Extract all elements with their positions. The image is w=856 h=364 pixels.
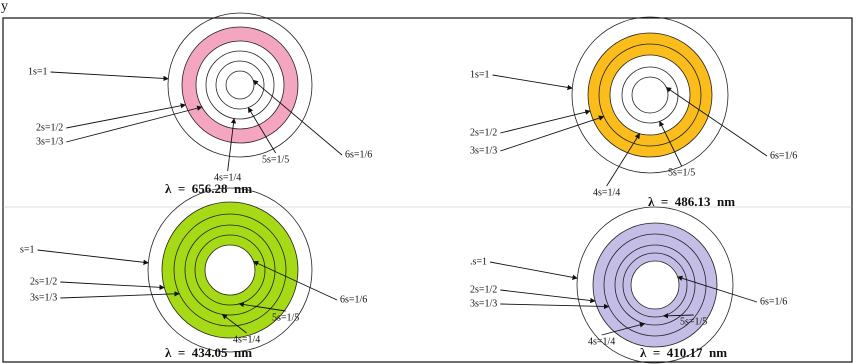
- level-label: 6s=1/6: [760, 296, 787, 307]
- orbit-circle: [196, 41, 284, 129]
- level-label: 5s=1/5: [272, 312, 299, 323]
- level-label: 2s=1/2: [36, 122, 63, 133]
- arrow: [500, 290, 595, 301]
- level-label: 5s=1/5: [262, 154, 289, 165]
- level-label: s=1: [20, 244, 35, 255]
- arrow: [490, 262, 577, 278]
- level-label: 5s=1/5: [680, 316, 707, 327]
- level-label: 1s=1: [470, 69, 490, 80]
- level-label: 5s=1/5: [668, 167, 695, 178]
- level-label: 3s=1/3: [30, 292, 57, 303]
- arrow: [500, 117, 603, 151]
- arrow: [66, 105, 185, 128]
- colored-band: [189, 34, 291, 136]
- level-label: 4s=1/4: [233, 334, 260, 345]
- level-label: 4s=1/4: [588, 336, 615, 347]
- wavelength-caption: λ = 434.05 nm: [165, 345, 252, 360]
- orbit-circle: [623, 253, 687, 317]
- orbit-circle: [226, 71, 254, 99]
- arrow: [38, 250, 149, 263]
- wavelength-caption: λ = 486.13 nm: [648, 194, 735, 209]
- level-label: 3s=1/3: [470, 145, 497, 156]
- level-label: 3s=1/3: [470, 298, 497, 309]
- orbit-circle: [195, 235, 265, 305]
- level-label: 6s=1/6: [770, 150, 797, 161]
- arrow: [51, 72, 169, 79]
- orbit-circle: [216, 61, 264, 109]
- arrow: [493, 75, 573, 88]
- level-label: 2s=1/2: [470, 127, 497, 138]
- colored-band: [184, 224, 277, 317]
- arrow: [500, 304, 608, 307]
- level-label: 6s=1/6: [345, 149, 372, 160]
- level-label: 1s=1: [28, 66, 48, 77]
- orbit-circle: [205, 245, 255, 295]
- orbit-circle: [631, 261, 679, 309]
- wavelength-caption: λ = 410.17 nm: [640, 345, 727, 360]
- level-label: 2s=1/2: [30, 276, 57, 287]
- frame: [3, 18, 852, 362]
- orbit-circle: [632, 77, 668, 113]
- level-label: 4s=1/4: [593, 187, 620, 198]
- figure: y 1s=1 2s=1/2 3s=1/3 4s=1/4 5s=1/5 6s=1/6 λ = …: [0, 0, 856, 364]
- arrow: [228, 118, 234, 171]
- level-label: 2s=1/2: [470, 284, 497, 295]
- arrow: [60, 294, 179, 298]
- level-label: 3s=1/3: [36, 136, 63, 147]
- cut-off-text: y: [1, 0, 8, 14]
- orbit-circle: [622, 67, 678, 123]
- colored-band: [599, 44, 701, 146]
- level-label: .s=1: [470, 256, 487, 267]
- level-label: 6s=1/6: [340, 294, 367, 305]
